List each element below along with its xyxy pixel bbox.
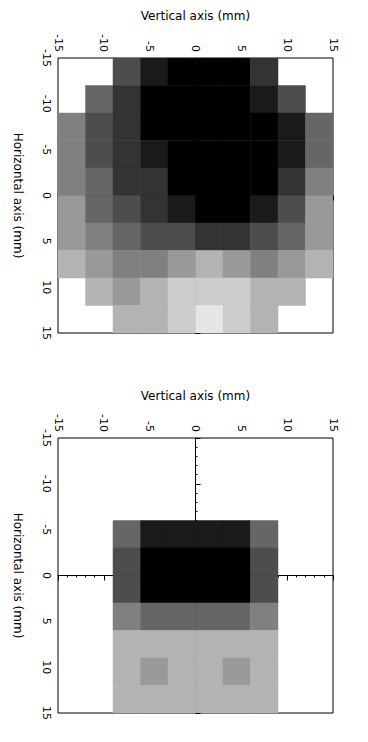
svg-text:5: 5 [235, 45, 248, 52]
svg-text:-5: -5 [40, 144, 53, 155]
svg-text:10: 10 [40, 660, 53, 674]
svg-text:-10: -10 [40, 475, 53, 493]
svg-text:0: 0 [40, 192, 53, 199]
svg-text:0: 0 [189, 45, 202, 52]
svg-text:10: 10 [281, 38, 294, 52]
svg-text:5: 5 [40, 238, 53, 245]
svg-text:Vertical axis (mm): Vertical axis (mm) [141, 9, 250, 23]
svg-text:-15: -15 [40, 429, 53, 447]
svg-text:5: 5 [235, 425, 248, 432]
svg-text:0: 0 [40, 572, 53, 579]
svg-text:10: 10 [40, 280, 53, 294]
svg-text:0: 0 [189, 425, 202, 432]
svg-text:Vertical axis (mm): Vertical axis (mm) [141, 389, 250, 403]
svg-text:5: 5 [40, 618, 53, 625]
svg-text:-10: -10 [40, 95, 53, 113]
svg-text:15: 15 [327, 38, 340, 52]
svg-text:15: 15 [40, 706, 53, 720]
svg-text:15: 15 [327, 418, 340, 432]
svg-text:-15: -15 [40, 49, 53, 67]
svg-text:-5: -5 [40, 524, 53, 535]
svg-text:10: 10 [281, 418, 294, 432]
svg-text:-10: -10 [97, 414, 110, 432]
svg-text:Horizontal axis (mm): Horizontal axis (mm) [11, 133, 25, 259]
svg-text:-15: -15 [52, 34, 65, 52]
svg-text:-15: -15 [52, 414, 65, 432]
svg-text:-5: -5 [143, 421, 156, 432]
svg-text:Horizontal axis (mm): Horizontal axis (mm) [11, 513, 25, 639]
svg-text:15: 15 [40, 326, 53, 340]
svg-text:-10: -10 [97, 34, 110, 52]
svg-text:-5: -5 [143, 41, 156, 52]
